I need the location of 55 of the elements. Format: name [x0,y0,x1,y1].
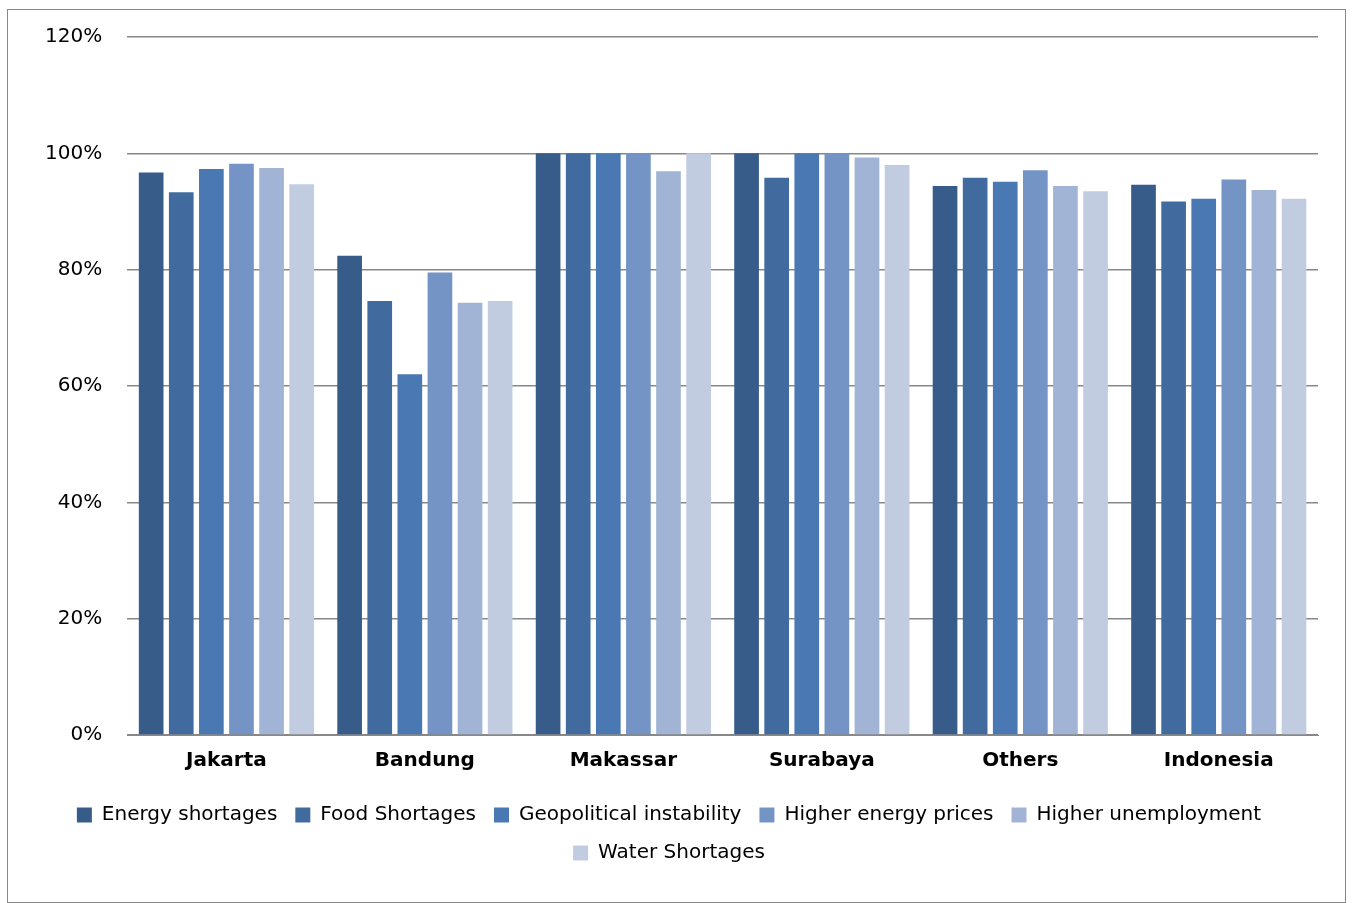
y-tick-label: 20% [57,604,103,629]
legend-label: Energy shortages [101,801,278,826]
bar [626,153,651,735]
bar [487,301,513,735]
bar [1251,189,1277,735]
bar [199,169,224,735]
bar [1281,198,1307,735]
y-tick-label: 80% [57,255,103,280]
bar [168,192,194,735]
bar [794,153,820,735]
bar [367,301,393,735]
bar [427,272,453,735]
bar [1191,198,1217,735]
bar [764,177,790,735]
bar [962,177,988,735]
bar [686,153,711,735]
bar [824,153,850,735]
bar [656,171,681,735]
x-tick-label: Bandung [374,747,475,772]
bar [259,167,284,735]
x-tick-label: Others [982,747,1059,772]
bar [992,181,1018,735]
bar [1161,201,1186,735]
bar [854,157,880,735]
bar [289,184,315,735]
y-tick-label: 60% [57,372,103,397]
bar [1053,185,1078,735]
bar [734,153,759,735]
bar [932,185,958,735]
bar [397,374,423,735]
bar [1221,179,1247,735]
y-tick-label: 100% [44,139,103,164]
bar [337,255,362,735]
legend-label: Higher energy prices [784,801,994,826]
bar [229,163,254,735]
x-tick-label: Indonesia [1163,747,1274,772]
x-tick-label: Jakarta [184,747,267,772]
y-tick-label: 40% [57,488,103,513]
legend-label: Water Shortages [598,839,765,864]
bar [565,153,591,735]
bar [457,302,483,735]
legend-label: Geopolitical instability [518,801,742,826]
bar [1083,191,1108,735]
y-tick-label: 120% [44,23,103,48]
bar [884,164,910,735]
bar [535,153,561,735]
y-tick-label: 0% [70,721,103,746]
x-tick-label: Surabaya [768,747,875,772]
x-tick-label: Makassar [569,747,678,772]
bar [1131,184,1156,735]
legend-label: Food Shortages [320,801,476,826]
bar [138,172,164,735]
bar [1023,170,1048,735]
bar [595,153,621,735]
legend-label: Higher unemployment [1036,801,1262,826]
